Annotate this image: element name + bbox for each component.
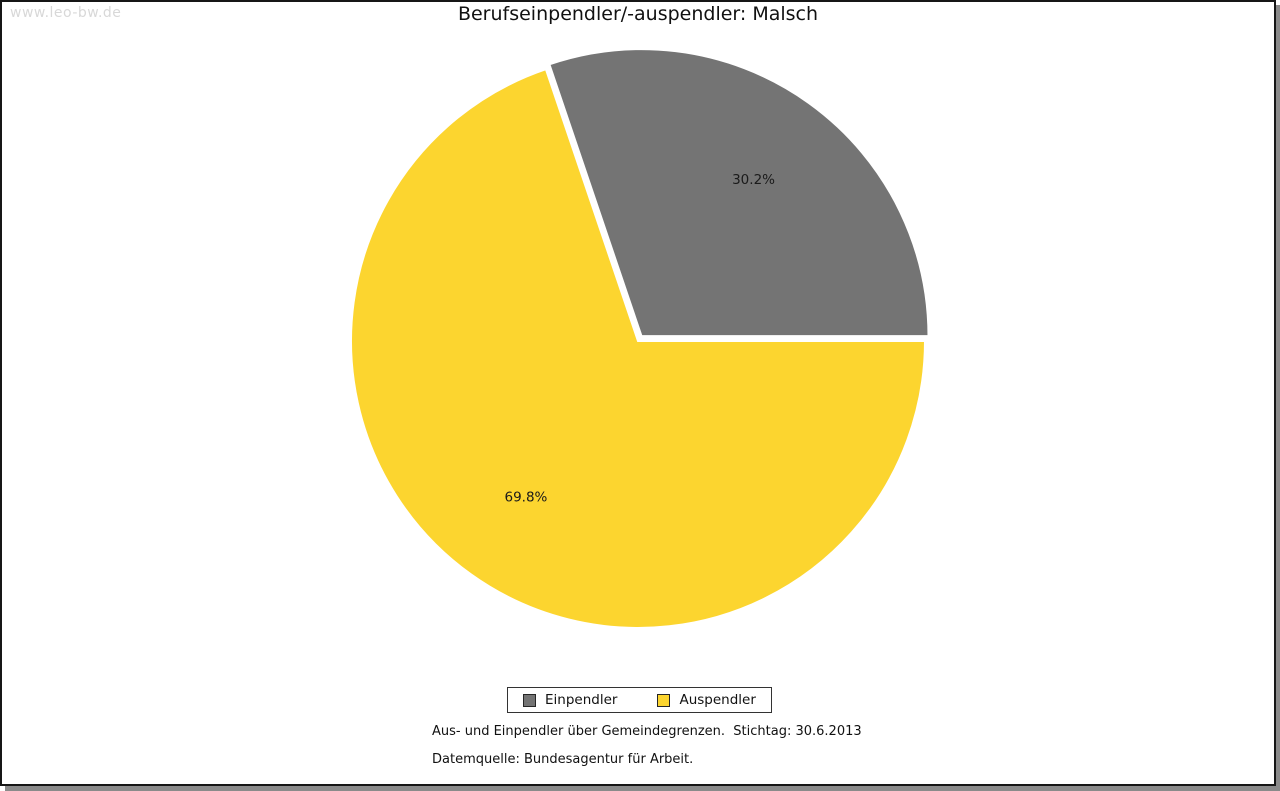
legend-item-einpendler: Einpendler — [523, 692, 617, 708]
chart-title: Berufseinpendler/-auspendler: Malsch — [457, 3, 819, 25]
watermark-text: www.leo-bw.de — [10, 5, 122, 21]
legend-item-auspendler: Auspendler — [657, 692, 756, 708]
legend-swatch-auspendler — [657, 693, 671, 707]
legend-label: Einpendler — [545, 692, 618, 708]
footnote-source-date: Aus- und Einpendler über Gemeindegrenzen… — [432, 724, 862, 739]
pie-slice-auspendler — [350, 67, 927, 629]
legend-label: Auspendler — [679, 692, 756, 708]
chart-footnotes: Aus- und Einpendler über Gemeindegrenzen… — [432, 724, 862, 780]
legend-swatch-einpendler — [523, 693, 536, 707]
pie-slice-einpendler — [548, 48, 930, 338]
chart-legend: Einpendler Auspendler — [507, 687, 772, 713]
pie-slice-percentage-label: 30.2% — [732, 172, 775, 188]
footnote-data-source: Datemquelle: Bundesagentur für Arbeit. — [432, 752, 694, 767]
pie-slice-percentage-label: 69.8% — [505, 489, 548, 505]
